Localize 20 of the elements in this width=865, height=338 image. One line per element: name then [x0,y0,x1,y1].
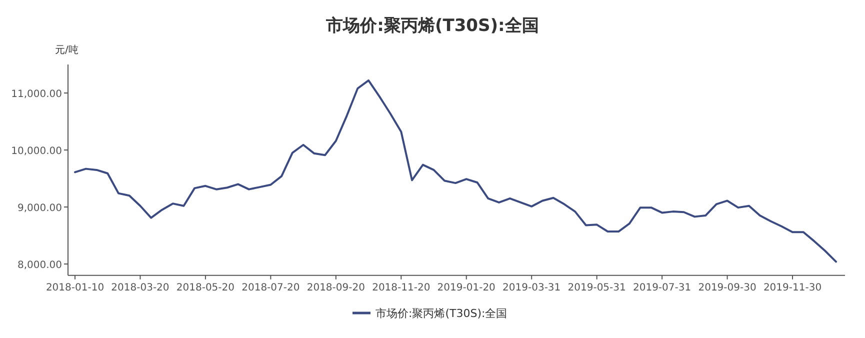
line-series [74,79,837,263]
x-tick-label: 2019-07-31 [632,282,692,294]
x-tick-label: 2018-01-10 [46,282,104,294]
x-tick-label: 2019-03-31 [502,282,561,294]
x-tick-label: 2019-05-31 [568,282,626,294]
y-tick-label: 10,000.00 [11,146,62,157]
x-tick-label: 2019-01-20 [437,282,496,294]
x-tick-label: 2018-05-20 [176,282,235,294]
legend-label: 市场价:聚丙烯(T30S):全国 [376,307,508,320]
y-axis-title: 元/吨 [55,44,78,56]
x-tick-label: 2018-03-20 [111,282,170,294]
x-tick-label: 2018-07-20 [242,282,300,294]
chart-title: 市场价:聚丙烯(T30S):全国 [325,16,539,36]
x-tick-label: 2019-09-30 [698,282,756,294]
x-tick-label: 2018-11-20 [372,282,430,294]
y-tick-label: 11,000.00 [11,89,62,100]
x-tick-label: 2019-11-30 [763,282,822,294]
x-tick-label: 2018-09-20 [306,282,365,294]
y-tick-label: 9,000.00 [17,203,62,214]
y-tick-label: 8,000.00 [17,260,62,271]
